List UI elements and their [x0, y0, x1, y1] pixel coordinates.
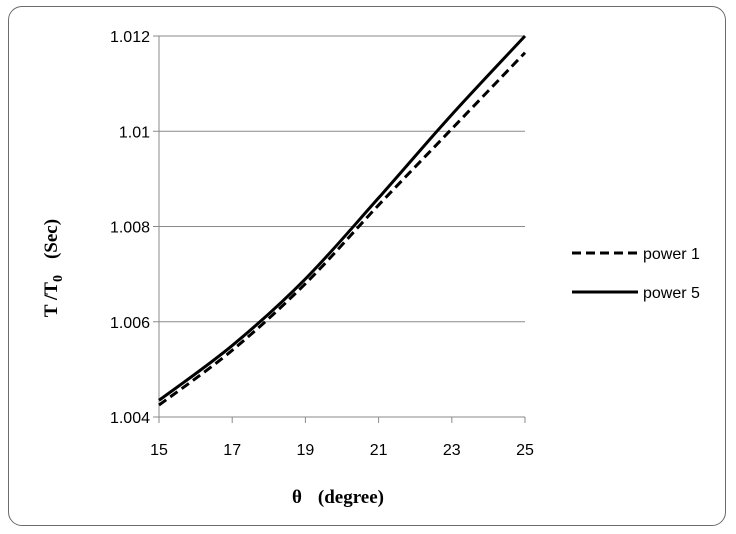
- legend-label-power-1: power 1: [643, 246, 700, 263]
- x-axis-title: θ (degree): [292, 487, 384, 508]
- y-tick-label-0: 1.004: [110, 410, 150, 427]
- x-tick-label-2: 19: [297, 442, 315, 459]
- x-tick-label-3: 21: [370, 442, 388, 459]
- y-tick-label-1: 1.006: [110, 315, 150, 332]
- legend-label-power-5: power 5: [643, 285, 700, 302]
- x-tick-label-0: 15: [150, 442, 168, 459]
- x-tick-label-5: 25: [516, 442, 534, 459]
- legend: power 1 power 5: [572, 246, 700, 302]
- grid-lines: [153, 35, 525, 418]
- series-line-power-1: [158, 51, 527, 407]
- y-tick-label-2: 1.008: [110, 220, 150, 237]
- series-lines: [158, 34, 527, 407]
- x-tick-label-4: 23: [443, 442, 461, 459]
- y-axis-title: T /T0(Sec): [41, 219, 66, 317]
- x-tick-label-1: 17: [223, 442, 241, 459]
- series-line-power-5: [158, 34, 527, 402]
- y-tick-label-4: 1.012: [110, 29, 150, 46]
- x-tick-labels: 15 17 19 21 23 25: [150, 442, 534, 459]
- y-tick-label-3: 1.01: [119, 124, 150, 141]
- chart-frame: [8, 6, 726, 526]
- axes: [158, 36, 526, 423]
- y-tick-labels: 1.004 1.006 1.008 1.01 1.012: [110, 29, 150, 427]
